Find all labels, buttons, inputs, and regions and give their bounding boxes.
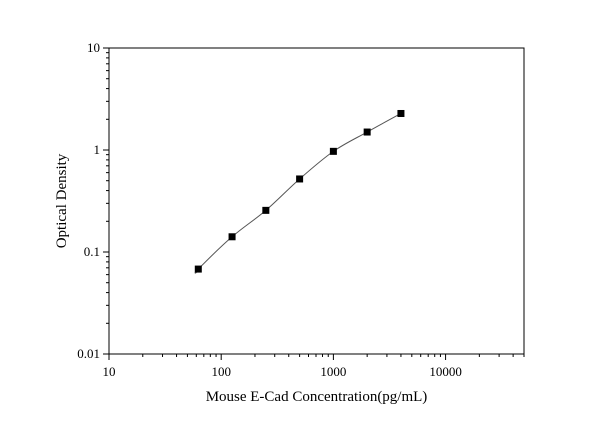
y-tick-label: 0.01 — [77, 346, 100, 361]
plot-frame — [108, 47, 525, 355]
data-point — [194, 265, 202, 273]
x-axis: 10 100 1000 10000 — [103, 354, 525, 379]
data-point — [296, 175, 304, 183]
x-tick-label: 10 — [103, 364, 116, 379]
y-tick-label: 10 — [87, 40, 100, 55]
x-tick-label: 1000 — [320, 364, 346, 379]
data-point — [397, 109, 405, 117]
data-point — [363, 128, 371, 136]
y-tick-label: 0.1 — [84, 244, 100, 259]
fit-curve — [194, 113, 402, 274]
x-tick-label: 100 — [211, 364, 231, 379]
data-point — [262, 206, 270, 214]
data-points — [194, 109, 405, 273]
y-tick-label: 1 — [94, 142, 101, 157]
data-point — [329, 147, 337, 155]
x-axis-title: Mouse E-Cad Concentration(pg/mL) — [206, 389, 428, 405]
data-point — [228, 233, 236, 241]
x-tick-label: 10000 — [429, 364, 462, 379]
y-axis: 0.01 0.1 1 10 — [77, 40, 109, 361]
y-axis-title: Optical Density — [54, 153, 70, 248]
